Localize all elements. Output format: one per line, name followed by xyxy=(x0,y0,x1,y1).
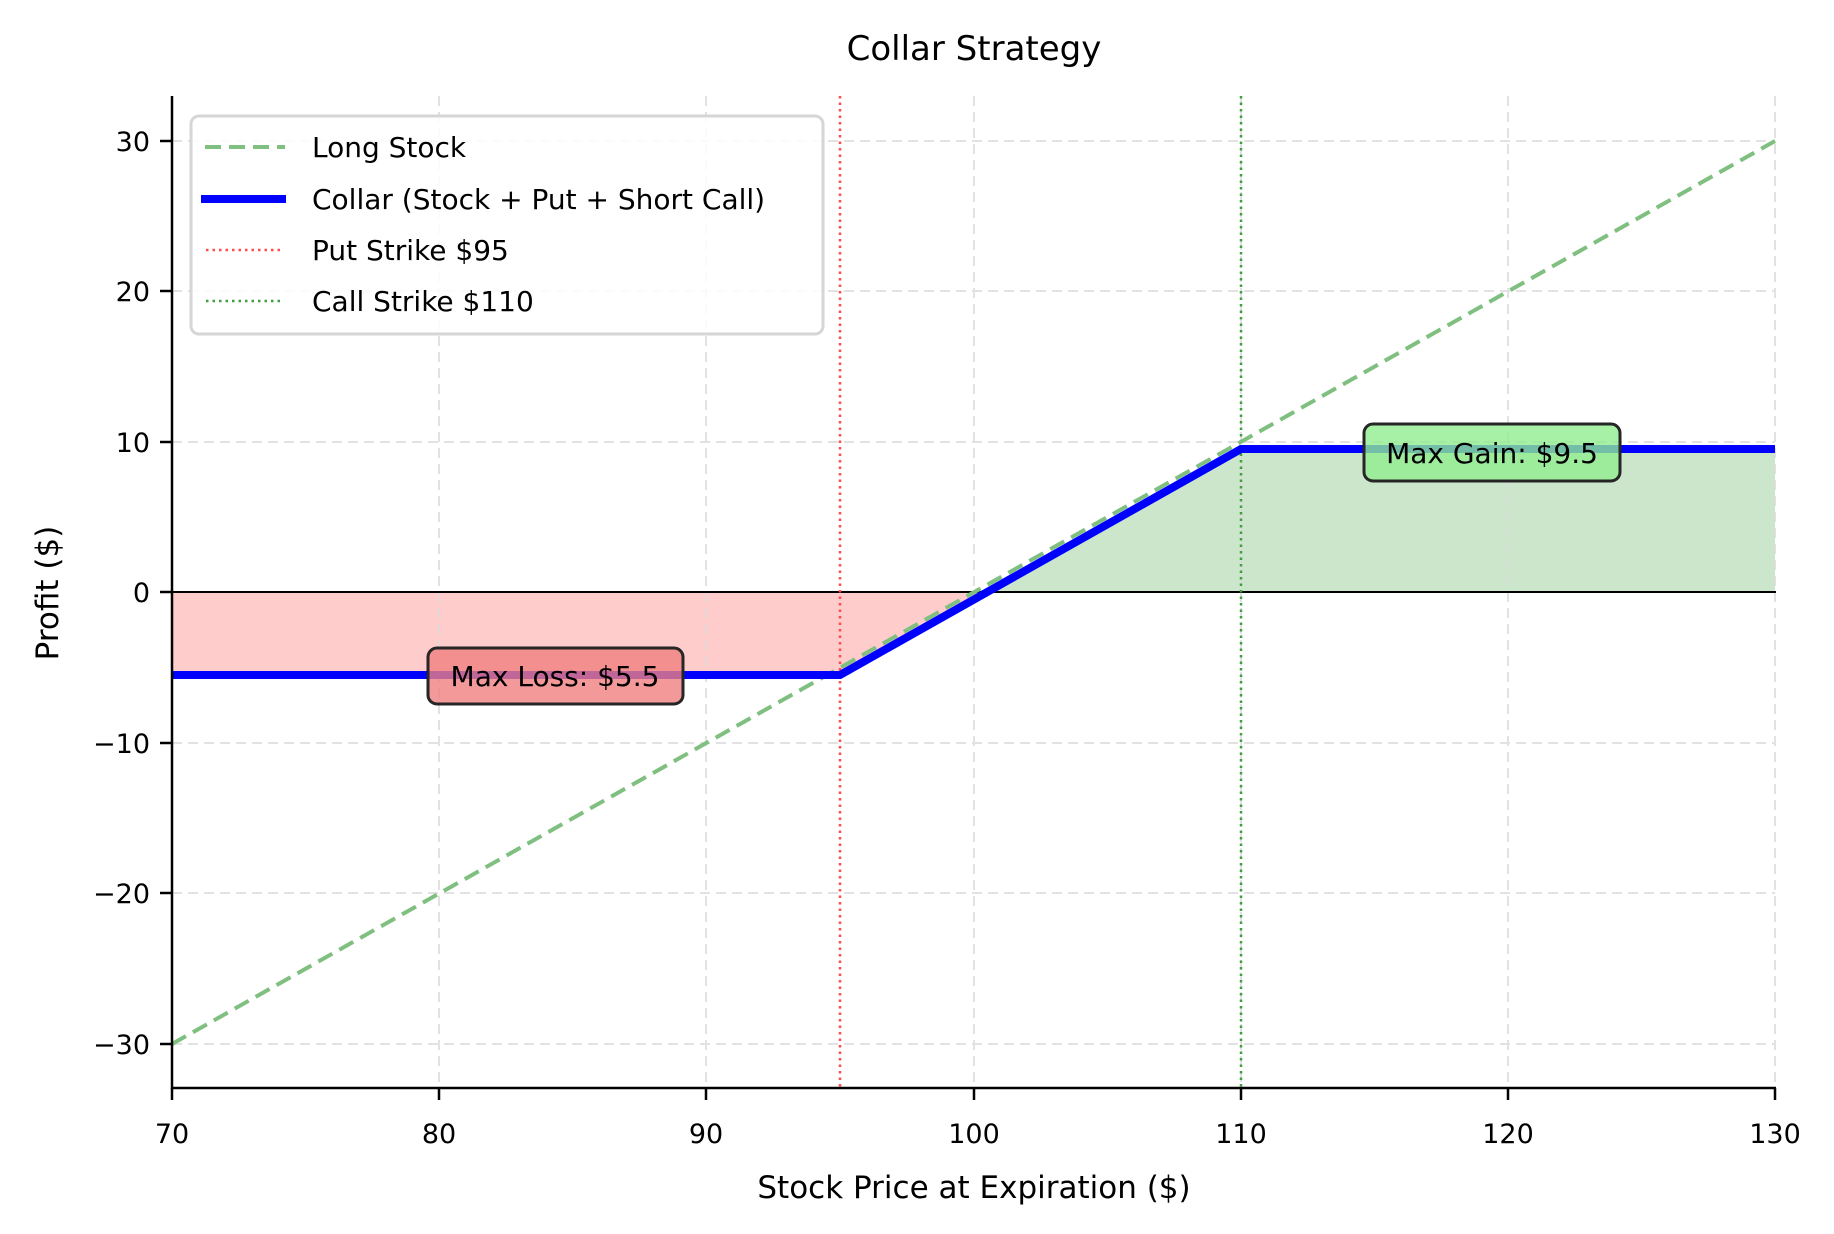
max-gain-annotation: Max Gain: $9.5 xyxy=(1362,422,1622,483)
x-tick-label: 100 xyxy=(948,1119,1000,1150)
x-tick-label: 120 xyxy=(1482,1119,1534,1150)
loss-fill-area xyxy=(172,592,987,675)
max-gain-label: Max Gain: $9.5 xyxy=(1386,437,1598,470)
y-tick-label: −30 xyxy=(93,1030,150,1061)
y-tick-label: −20 xyxy=(93,879,150,910)
legend-label-call-strike: Call Strike $110 xyxy=(312,285,534,318)
y-tick-label: 20 xyxy=(116,277,150,308)
y-tick-label: −10 xyxy=(93,729,150,760)
max-loss-annotation: Max Loss: $5.5 xyxy=(426,646,685,706)
x-axis-label: Stock Price at Expiration ($) xyxy=(757,1170,1190,1206)
legend: Long Stock Collar (Stock + Put + Short C… xyxy=(189,114,825,336)
y-tick-label: 0 xyxy=(133,578,150,609)
x-ticks xyxy=(170,1088,1777,1100)
x-tick-label: 90 xyxy=(689,1119,723,1150)
legend-label-put-strike: Put Strike $95 xyxy=(312,234,509,267)
x-tick-label: 80 xyxy=(422,1119,456,1150)
max-loss-label: Max Loss: $5.5 xyxy=(451,660,660,693)
x-tick-label: 130 xyxy=(1749,1119,1801,1150)
y-axis-label: Profit ($) xyxy=(30,526,66,661)
y-ticks xyxy=(160,139,172,1046)
x-tick-labels: 70 80 90 100 110 120 130 xyxy=(155,1119,1801,1150)
y-tick-label: 30 xyxy=(116,127,150,158)
long-stock-line xyxy=(171,139,1776,1046)
legend-label-collar: Collar (Stock + Put + Short Call) xyxy=(312,183,765,216)
y-tick-labels: 30 20 10 0 −10 −20 −30 xyxy=(93,127,150,1061)
x-tick-label: 110 xyxy=(1215,1119,1267,1150)
y-tick-label: 10 xyxy=(116,428,150,459)
legend-label-long-stock: Long Stock xyxy=(312,131,467,164)
chart-title: Collar Strategy xyxy=(847,29,1102,69)
x-tick-label: 70 xyxy=(155,1119,189,1150)
